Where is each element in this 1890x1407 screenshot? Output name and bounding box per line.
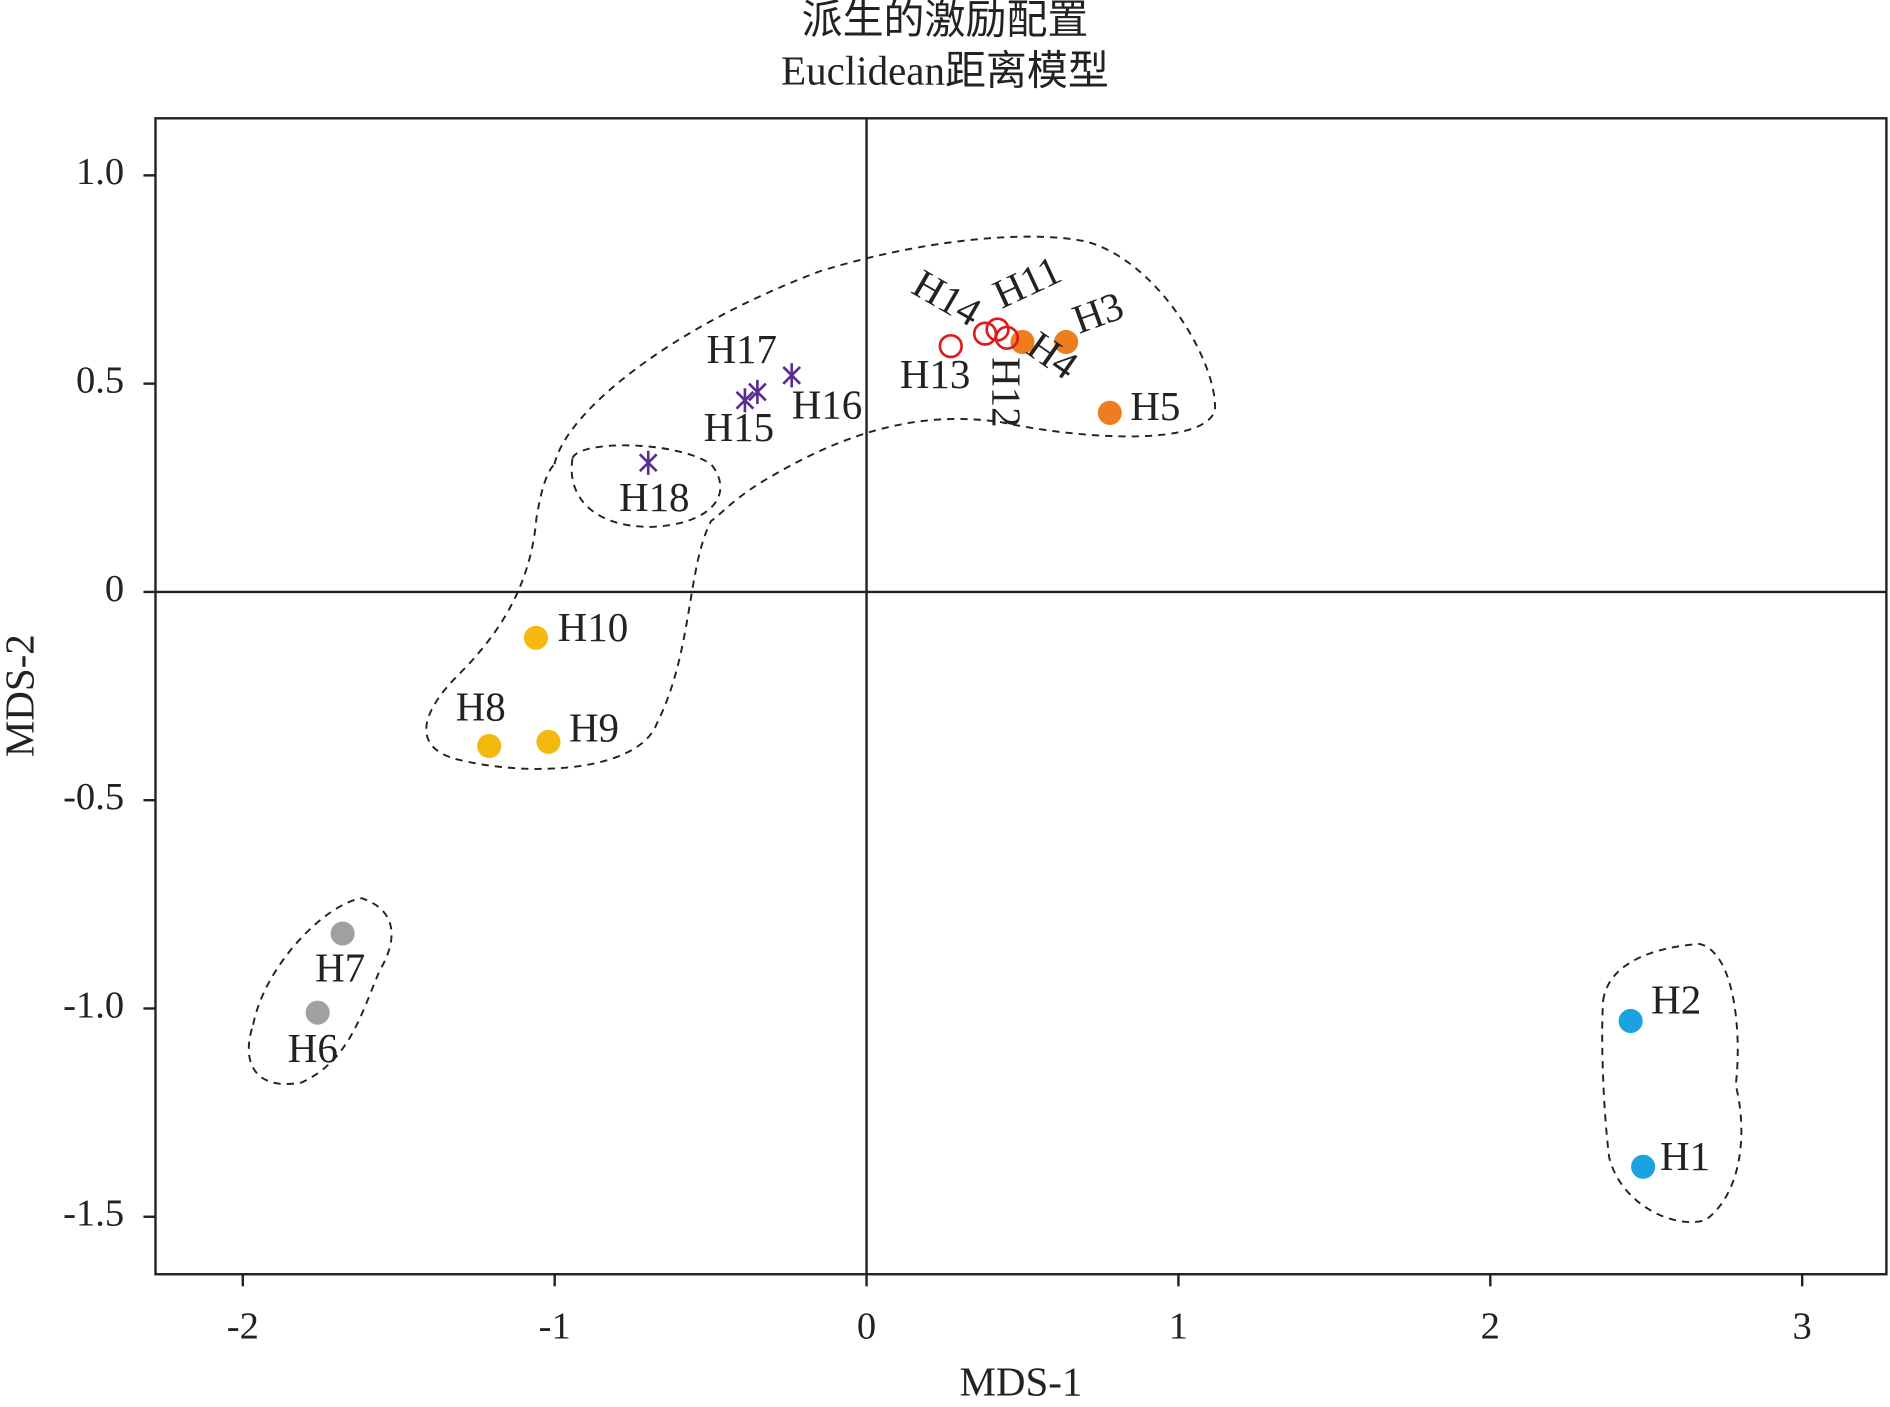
point bbox=[477, 733, 502, 759]
point-label: H2 bbox=[1651, 977, 1701, 1023]
y-tick-label: 0.5 bbox=[76, 359, 124, 401]
y-tick-label: -0.5 bbox=[63, 776, 124, 818]
point bbox=[638, 450, 658, 475]
x-tick-label: 2 bbox=[1481, 1306, 1500, 1348]
point bbox=[735, 388, 755, 413]
point-label: H17 bbox=[706, 326, 777, 372]
point-label: H11 bbox=[986, 246, 1068, 317]
x-tick-label: 1 bbox=[1169, 1306, 1188, 1348]
x-tick-label: -2 bbox=[227, 1306, 259, 1348]
cluster-outline bbox=[570, 444, 722, 528]
x-tick-label: -1 bbox=[539, 1306, 571, 1348]
y-tick-label: 1.0 bbox=[76, 151, 124, 193]
y-tick-label: -1.0 bbox=[63, 984, 124, 1026]
cluster-outline bbox=[247, 897, 393, 1085]
point bbox=[985, 317, 1010, 342]
point-label: H18 bbox=[619, 474, 690, 520]
y-tick-label: 0 bbox=[105, 568, 124, 610]
point bbox=[523, 625, 549, 650]
point bbox=[938, 333, 963, 359]
point-label: H13 bbox=[900, 351, 971, 397]
point-label: H12 bbox=[984, 357, 1030, 428]
chart-title: 派生的激励配置 bbox=[802, 0, 1089, 43]
chart-subtitle: Euclidean距离模型 bbox=[781, 47, 1109, 93]
point-label: H5 bbox=[1130, 383, 1180, 429]
plot-frame bbox=[154, 117, 1888, 1276]
point-label: H8 bbox=[456, 683, 506, 729]
y-axis-label: MDS-2 bbox=[0, 634, 43, 757]
point-label: H10 bbox=[558, 604, 629, 650]
point bbox=[1054, 329, 1079, 355]
cluster-outline bbox=[425, 235, 1216, 770]
cluster-outline bbox=[1601, 942, 1743, 1224]
point-label: H15 bbox=[704, 404, 775, 450]
point bbox=[748, 379, 767, 405]
point-label: H16 bbox=[792, 381, 863, 427]
x-axis-label: MDS-1 bbox=[959, 1359, 1082, 1405]
point bbox=[536, 729, 561, 754]
point-label: H3 bbox=[1066, 282, 1129, 342]
point bbox=[1097, 400, 1122, 425]
point-label: H1 bbox=[1660, 1133, 1710, 1179]
point-label: H9 bbox=[569, 705, 619, 751]
point bbox=[305, 1000, 330, 1025]
point-label: H14 bbox=[905, 260, 989, 335]
x-tick-label: 3 bbox=[1793, 1306, 1812, 1348]
x-tick-label: 0 bbox=[857, 1306, 876, 1348]
point bbox=[782, 363, 802, 388]
point-label: H7 bbox=[315, 944, 365, 990]
y-tick-label: -1.5 bbox=[63, 1193, 124, 1235]
point bbox=[972, 321, 998, 346]
point-label: H6 bbox=[288, 1025, 338, 1071]
point bbox=[1631, 1154, 1656, 1179]
point bbox=[330, 921, 355, 946]
point bbox=[1618, 1008, 1643, 1034]
